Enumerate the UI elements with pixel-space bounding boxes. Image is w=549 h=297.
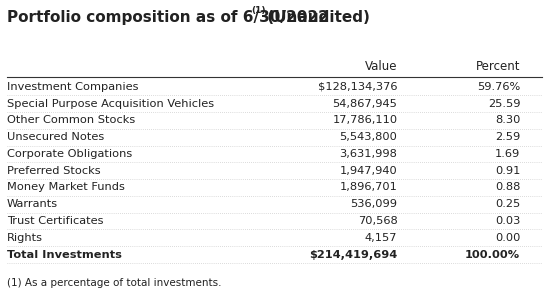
Text: 25.59: 25.59 <box>488 99 520 109</box>
Text: $214,419,694: $214,419,694 <box>309 249 397 260</box>
Text: 2.59: 2.59 <box>495 132 520 142</box>
Text: 1.69: 1.69 <box>495 149 520 159</box>
Text: Money Market Funds: Money Market Funds <box>7 182 125 192</box>
Text: Unsecured Notes: Unsecured Notes <box>7 132 104 142</box>
Text: 59.76%: 59.76% <box>477 82 520 92</box>
Text: $128,134,376: $128,134,376 <box>318 82 397 92</box>
Text: Warrants: Warrants <box>7 199 58 209</box>
Text: 70,568: 70,568 <box>357 216 397 226</box>
Text: Preferred Stocks: Preferred Stocks <box>7 166 100 176</box>
Text: (1) As a percentage of total investments.: (1) As a percentage of total investments… <box>7 278 221 288</box>
Text: Other Common Stocks: Other Common Stocks <box>7 116 135 125</box>
Text: 1,947,940: 1,947,940 <box>340 166 397 176</box>
Text: Value: Value <box>365 61 397 73</box>
Text: (1): (1) <box>251 7 266 15</box>
Text: Investment Companies: Investment Companies <box>7 82 138 92</box>
Text: 0.03: 0.03 <box>495 216 520 226</box>
Text: 1,896,701: 1,896,701 <box>339 182 397 192</box>
Text: 0.91: 0.91 <box>495 166 520 176</box>
Text: 100.00%: 100.00% <box>465 249 520 260</box>
Text: (Unaudited): (Unaudited) <box>262 10 371 25</box>
Text: 0.00: 0.00 <box>495 233 520 243</box>
Text: 0.88: 0.88 <box>495 182 520 192</box>
Text: 0.25: 0.25 <box>495 199 520 209</box>
Text: 8.30: 8.30 <box>495 116 520 125</box>
Text: 4,157: 4,157 <box>365 233 397 243</box>
Text: Percent: Percent <box>476 61 520 73</box>
Text: Portfolio composition as of 6/30/2022: Portfolio composition as of 6/30/2022 <box>7 10 329 25</box>
Text: Corporate Obligations: Corporate Obligations <box>7 149 132 159</box>
Text: Rights: Rights <box>7 233 43 243</box>
Text: 54,867,945: 54,867,945 <box>333 99 397 109</box>
Text: Trust Certificates: Trust Certificates <box>7 216 103 226</box>
Text: 536,099: 536,099 <box>350 199 397 209</box>
Text: Special Purpose Acquisition Vehicles: Special Purpose Acquisition Vehicles <box>7 99 214 109</box>
Text: Total Investments: Total Investments <box>7 249 122 260</box>
Text: 5,543,800: 5,543,800 <box>339 132 397 142</box>
Text: 3,631,998: 3,631,998 <box>339 149 397 159</box>
Text: 17,786,110: 17,786,110 <box>332 116 397 125</box>
